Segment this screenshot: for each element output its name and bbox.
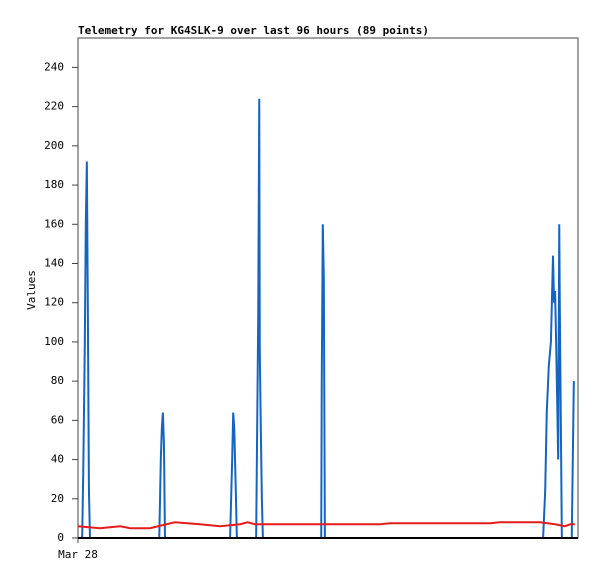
y-tick-label: 60 bbox=[51, 413, 64, 426]
y-tick-label: 140 bbox=[44, 256, 64, 269]
y-tick-label: 0 bbox=[57, 531, 64, 544]
y-tick-label: 120 bbox=[44, 296, 64, 309]
y-tick-label: 100 bbox=[44, 335, 64, 348]
y-tick-label: 180 bbox=[44, 178, 64, 191]
y-tick-label: 160 bbox=[44, 217, 64, 230]
y-tick-label: 220 bbox=[44, 100, 64, 113]
y-tick-label: 80 bbox=[51, 374, 64, 387]
y-tick-label: 240 bbox=[44, 60, 64, 73]
y-axis-label: Values bbox=[25, 270, 38, 310]
y-tick-label: 20 bbox=[51, 492, 64, 505]
series-line bbox=[77, 521, 575, 530]
y-tick-label: 40 bbox=[51, 453, 64, 466]
x-tick-label: Mar 28 bbox=[58, 548, 98, 561]
y-tick-label: 200 bbox=[44, 139, 64, 152]
chart-title: Telemetry for KG4SLK-9 over last 96 hour… bbox=[78, 24, 429, 37]
